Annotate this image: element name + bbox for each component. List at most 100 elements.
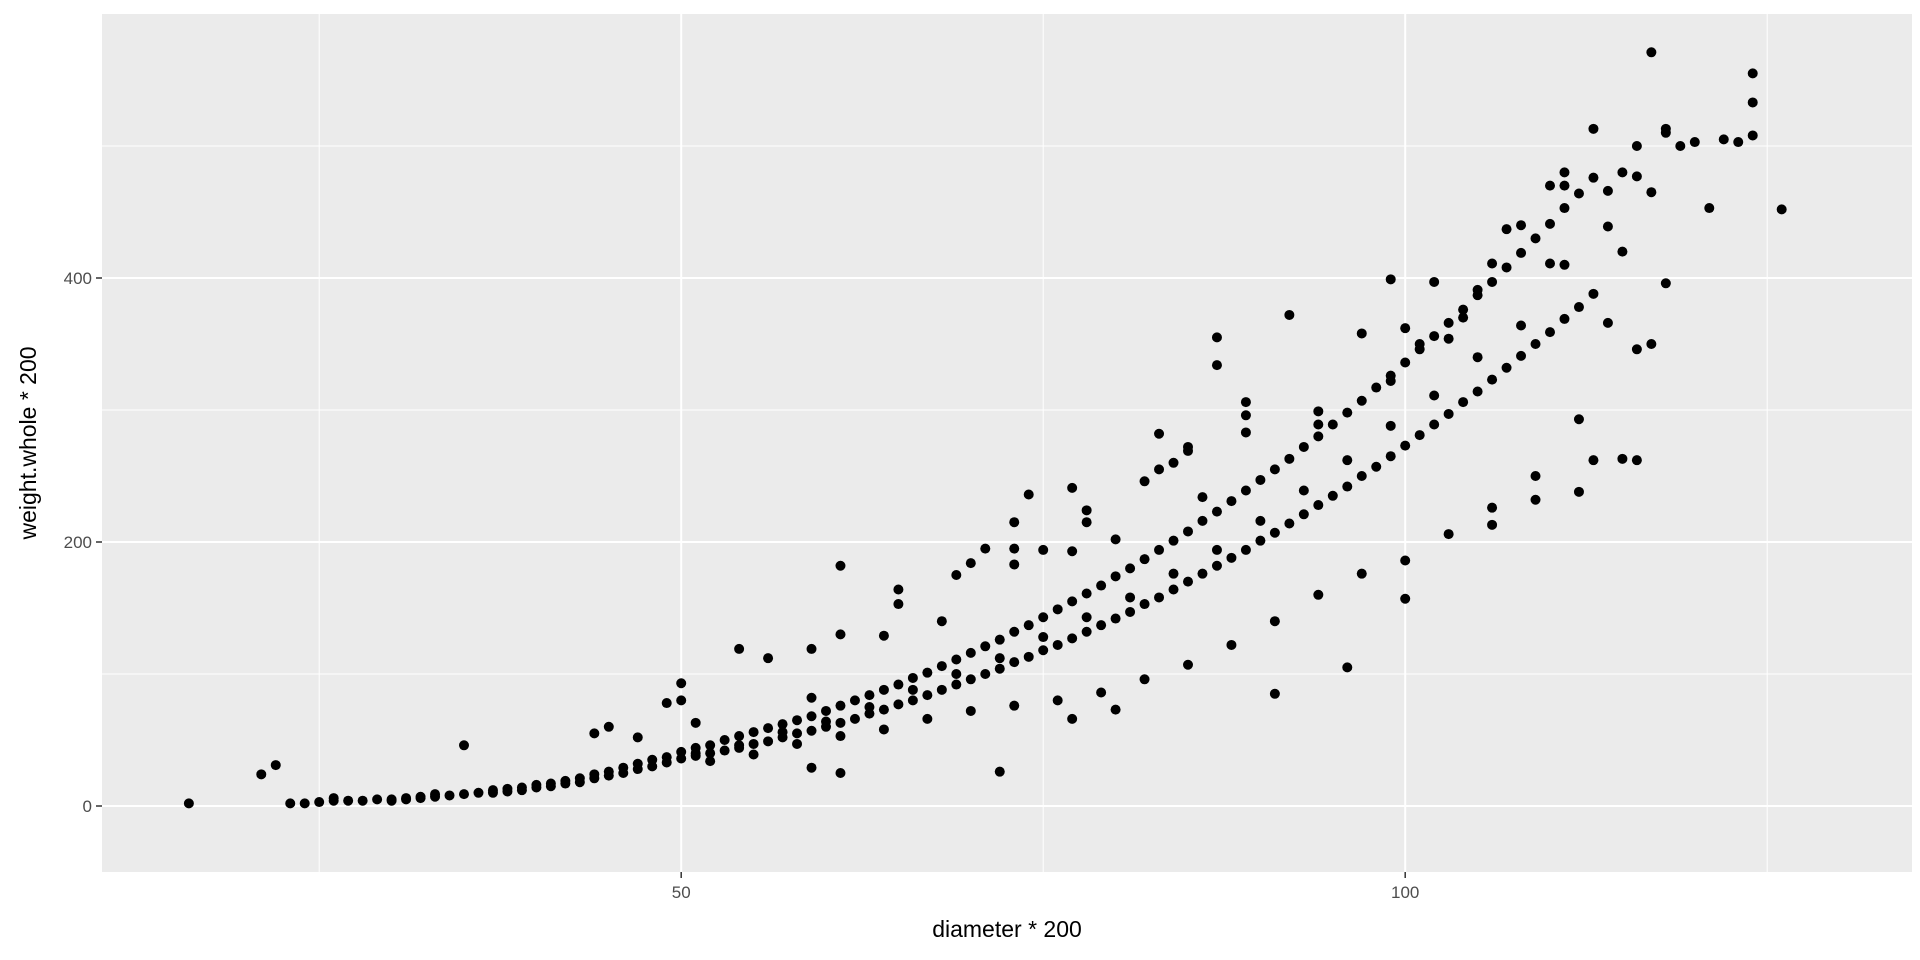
data-point	[951, 654, 962, 665]
data-point	[574, 773, 585, 784]
data-point	[1660, 278, 1671, 289]
data-point	[1429, 390, 1440, 401]
data-point	[1183, 445, 1193, 456]
data-point	[1240, 485, 1251, 496]
data-point	[748, 738, 759, 749]
data-point	[1269, 688, 1280, 699]
data-point	[1588, 455, 1599, 466]
data-point	[1356, 328, 1367, 339]
data-point	[1516, 350, 1527, 361]
data-point	[1689, 137, 1700, 148]
data-point	[1154, 428, 1165, 439]
data-point	[1747, 130, 1758, 141]
data-point	[1371, 461, 1382, 472]
data-point	[1067, 633, 1078, 644]
data-point	[1081, 505, 1092, 516]
data-point	[878, 684, 889, 695]
data-point	[1096, 580, 1107, 591]
data-point	[459, 740, 469, 751]
data-point	[748, 749, 759, 760]
x-axis-title: diameter * 200	[932, 916, 1082, 942]
data-point	[1023, 651, 1034, 662]
data-point	[965, 705, 976, 716]
data-point	[270, 760, 281, 771]
data-point	[1009, 700, 1020, 711]
data-point	[1342, 455, 1353, 466]
data-point	[1747, 97, 1758, 108]
data-point	[1313, 589, 1324, 600]
data-point	[1487, 519, 1498, 530]
data-point	[632, 758, 643, 769]
data-point	[473, 787, 484, 798]
data-point	[1573, 486, 1584, 497]
data-point	[821, 716, 831, 727]
data-point	[328, 793, 339, 804]
data-point	[792, 728, 803, 739]
data-point	[1516, 220, 1527, 231]
data-point	[1211, 506, 1222, 517]
data-point	[1038, 544, 1049, 555]
tick-labels: 50 100 0 200 400	[64, 269, 1420, 902]
data-point	[1183, 659, 1193, 670]
data-point	[1400, 357, 1411, 368]
data-point	[849, 713, 860, 724]
data-point	[676, 746, 687, 757]
data-point	[936, 684, 947, 695]
data-point	[1154, 464, 1165, 475]
data-point	[1298, 485, 1309, 496]
data-point	[806, 725, 817, 736]
data-point	[1342, 407, 1353, 418]
data-point	[1183, 526, 1193, 537]
data-point	[1602, 185, 1613, 196]
data-point	[1284, 518, 1295, 529]
data-point	[1356, 568, 1367, 579]
data-point	[1646, 339, 1657, 349]
data-point	[603, 721, 614, 732]
data-point	[1009, 626, 1020, 637]
data-point	[1559, 180, 1570, 191]
data-point	[1110, 704, 1121, 715]
data-point	[1400, 593, 1411, 604]
data-point	[1067, 546, 1078, 557]
data-point	[1211, 560, 1222, 571]
data-point	[1487, 502, 1498, 513]
data-point	[1211, 360, 1222, 371]
data-point	[589, 728, 600, 739]
data-point	[1530, 494, 1541, 505]
data-point	[1559, 203, 1570, 214]
data-point	[936, 616, 947, 627]
data-point	[878, 630, 889, 641]
data-point	[1038, 632, 1049, 643]
data-point	[719, 735, 730, 745]
x-tick-label: 50	[672, 883, 691, 902]
data-point	[705, 740, 716, 751]
data-point	[1385, 274, 1396, 285]
data-point	[1414, 339, 1425, 349]
data-point	[1197, 515, 1208, 526]
data-point	[1501, 362, 1512, 373]
data-point	[806, 711, 817, 722]
data-point	[1356, 471, 1367, 481]
data-point	[1631, 455, 1642, 466]
data-point	[299, 798, 310, 809]
data-point	[1631, 344, 1642, 355]
data-point	[1154, 544, 1165, 555]
data-point	[864, 690, 875, 701]
y-tick-label: 0	[83, 797, 92, 816]
data-point	[1269, 527, 1280, 538]
data-point	[748, 727, 759, 738]
data-point	[1255, 535, 1266, 546]
data-point	[763, 723, 774, 734]
data-point	[1081, 612, 1092, 623]
minor-gridlines	[102, 14, 1912, 872]
data-point	[1067, 482, 1078, 493]
data-point	[1617, 167, 1628, 178]
data-point	[589, 769, 600, 780]
data-point	[907, 695, 918, 706]
data-point	[1240, 410, 1251, 421]
data-point	[922, 690, 933, 701]
data-point	[1443, 408, 1454, 419]
data-point	[1038, 612, 1049, 623]
data-point	[1545, 258, 1555, 269]
data-point	[1125, 592, 1136, 603]
